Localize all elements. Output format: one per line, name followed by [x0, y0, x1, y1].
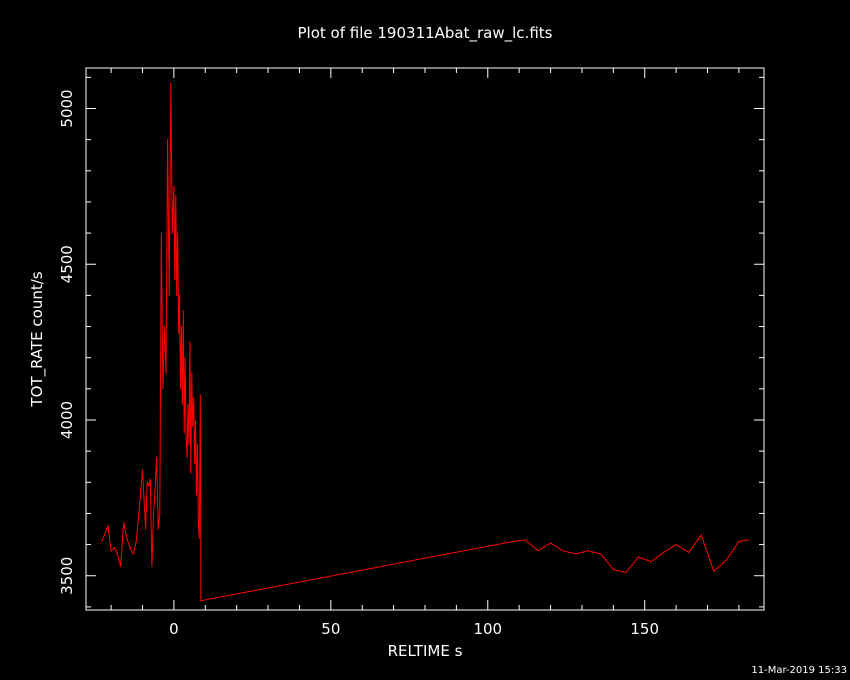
data-point [700, 534, 702, 536]
data-point [512, 540, 514, 543]
data-point [182, 310, 184, 312]
data-point [162, 388, 164, 390]
y-tick-label: 4000 [58, 401, 76, 439]
data-point [200, 600, 202, 602]
data-point [123, 522, 125, 524]
data-point [537, 550, 539, 552]
timestamp: 11-Mar-2019 15:33 [751, 665, 847, 676]
data-point [160, 232, 162, 234]
data-point [157, 528, 159, 530]
data-point [126, 537, 128, 539]
data-point [625, 572, 627, 574]
data-point [175, 195, 177, 197]
data-point [181, 403, 183, 406]
x-axis-label: RELTIME s [388, 642, 463, 660]
data-point [186, 456, 188, 458]
data-point [167, 139, 169, 141]
data-point [177, 232, 179, 234]
data-point [600, 553, 602, 555]
data-point [738, 540, 740, 543]
data-point [141, 469, 144, 471]
data-point [178, 294, 181, 296]
x-tick-label: 0 [169, 620, 179, 638]
data-point [163, 325, 166, 328]
data-point [675, 543, 677, 546]
data-point [189, 341, 191, 343]
data-point [192, 425, 194, 427]
y-tick-label: 3500 [58, 557, 76, 595]
data-point [171, 232, 173, 234]
data-point [168, 294, 170, 296]
x-tick-label: 150 [630, 620, 659, 638]
data-point [145, 528, 147, 530]
data-point [188, 444, 190, 446]
data-point [173, 185, 175, 187]
data-point [129, 547, 131, 549]
data-point [587, 550, 589, 552]
series-line-tot-rate [101, 83, 749, 602]
y-tick-label: 5000 [58, 89, 76, 127]
data-point [575, 553, 577, 555]
x-tick-label: 100 [473, 620, 502, 638]
data-point [154, 487, 156, 490]
axis-ticks [86, 68, 764, 610]
data-point [747, 539, 749, 541]
tick-labels: 0 50 100 150 3500 4000 4500 5000 [58, 89, 659, 638]
data-point [195, 494, 198, 496]
data-point [190, 472, 192, 474]
data-point [194, 462, 196, 465]
data-point [107, 525, 109, 527]
data-point [176, 294, 178, 296]
data-point [185, 434, 187, 437]
data-point [119, 565, 122, 567]
y-tick-label: 4500 [58, 245, 76, 283]
y-axis-label: TOT_RATE count/s [28, 271, 47, 407]
plot-frame [85, 67, 765, 611]
data-point [193, 397, 195, 399]
data-point [148, 484, 150, 487]
data-point [159, 512, 161, 515]
data-point [549, 542, 552, 544]
data-point [110, 550, 112, 552]
data-point [174, 279, 176, 281]
data-point [197, 525, 199, 527]
data-point [146, 481, 148, 483]
data-point [524, 539, 527, 541]
data-point [191, 372, 193, 374]
x-tick-label: 50 [321, 620, 340, 638]
data-point [165, 372, 167, 374]
data-point [180, 325, 183, 328]
data-point [113, 547, 115, 549]
data-point [177, 332, 180, 334]
data-point [662, 551, 665, 553]
data-point [198, 537, 200, 539]
data-point [562, 550, 564, 552]
data-point [196, 444, 199, 446]
chart-title: Plot of file 190311Abat_raw_lc.fits [298, 24, 553, 43]
data-point [132, 553, 134, 555]
data-point [688, 551, 690, 553]
data-point [101, 540, 103, 543]
data-point [612, 568, 614, 571]
data-point [183, 431, 185, 434]
data-point [152, 512, 155, 515]
data-point [725, 559, 727, 561]
data-point [194, 419, 197, 421]
data-point [149, 478, 151, 480]
data-point [637, 556, 640, 558]
data-point [187, 403, 189, 406]
data-point [151, 565, 153, 567]
data-point [713, 570, 715, 572]
data-point [179, 388, 182, 390]
data-points [101, 82, 749, 602]
data-point [156, 456, 158, 458]
data-point [650, 561, 652, 563]
data-point [116, 553, 118, 555]
data-point [138, 506, 140, 508]
data-point [199, 394, 201, 396]
data-point [170, 82, 172, 85]
data-point [135, 540, 137, 543]
data-point [184, 357, 186, 359]
